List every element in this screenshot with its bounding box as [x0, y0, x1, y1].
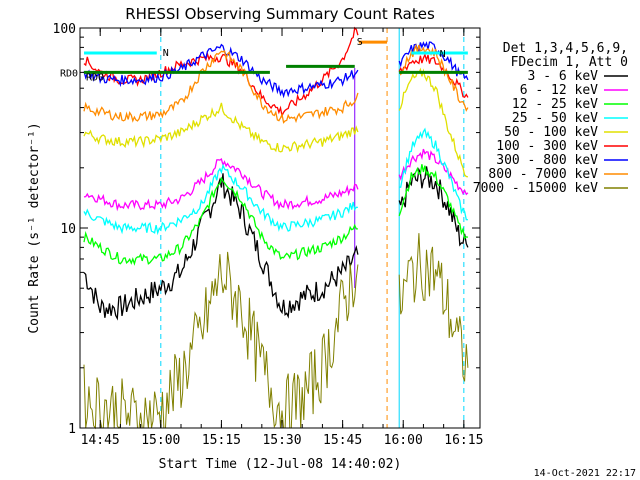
legend-label: 800 - 7000 keV — [488, 167, 598, 182]
x-tick-label: 15:00 — [141, 433, 180, 448]
series-line — [398, 233, 469, 382]
x-tick-label: 14:45 — [81, 433, 120, 448]
x-tick-label: 15:30 — [262, 433, 301, 448]
legend-header: FDecim 1, Att 0 — [511, 55, 628, 70]
series-line — [398, 148, 469, 196]
series-line — [399, 127, 468, 221]
legend-label: 7000 - 15000 keV — [473, 181, 598, 196]
x-tick-label: 16:15 — [444, 433, 483, 448]
annotation-label: RD0 — [60, 68, 78, 79]
series-line — [398, 52, 469, 98]
footer-timestamp: 14-Oct-2021 22:17 — [534, 468, 636, 479]
series-line — [83, 102, 359, 154]
legend-label: 300 - 800 keV — [496, 153, 598, 168]
legend-label: 100 - 300 keV — [496, 139, 598, 154]
series-line — [398, 43, 469, 112]
series-line — [83, 43, 359, 99]
series-line — [83, 163, 358, 236]
series-line — [398, 67, 469, 178]
y-tick-label: 1 — [68, 422, 76, 437]
legend-label: 6 - 12 keV — [520, 83, 598, 98]
legend: Det 1,3,4,5,6,9,FDecim 1, Att 03 - 6 keV… — [473, 41, 628, 196]
annotation-label: N — [440, 49, 446, 60]
annotation-label: N — [163, 48, 169, 59]
series-line — [398, 164, 469, 240]
chart-title: RHESSI Observing Summary Count Rates — [125, 5, 435, 23]
series-line — [83, 158, 359, 212]
legend-label: 12 - 25 keV — [512, 97, 598, 112]
series-layer — [83, 26, 469, 430]
series-line — [83, 50, 359, 124]
legend-label: 25 - 50 keV — [512, 111, 598, 126]
y-axis-label: Count Rate (s⁻¹ detector⁻¹) — [27, 122, 42, 333]
annotation-label: S — [357, 37, 363, 48]
series-line — [83, 173, 359, 321]
series-line — [83, 251, 359, 430]
x-tick-label: 16:00 — [384, 433, 423, 448]
x-tick-label: 15:15 — [202, 433, 241, 448]
series-line — [398, 166, 469, 248]
tick-layer: 14:45 15:00 15:15 15:30 15:45 16:00 16:15 1 10 10… — [53, 22, 484, 448]
legend-label: 3 - 6 keV — [528, 69, 599, 84]
series-line — [83, 176, 358, 266]
x-tick-label: 15:45 — [323, 433, 362, 448]
series-line — [83, 26, 359, 118]
y-tick-label: 100 — [53, 22, 76, 37]
x-axis-label: Start Time (12-Jul-08 14:40:02) — [159, 457, 402, 472]
annotation-label: RD0 — [86, 72, 104, 83]
legend-label: 50 - 100 keV — [504, 125, 598, 140]
series-line — [398, 41, 469, 81]
annotation-bar-layer: RD0 RD0 N S N — [60, 37, 468, 83]
legend-header: Det 1,3,4,5,6,9, — [503, 41, 628, 56]
y-tick-label: 10 — [60, 222, 76, 237]
